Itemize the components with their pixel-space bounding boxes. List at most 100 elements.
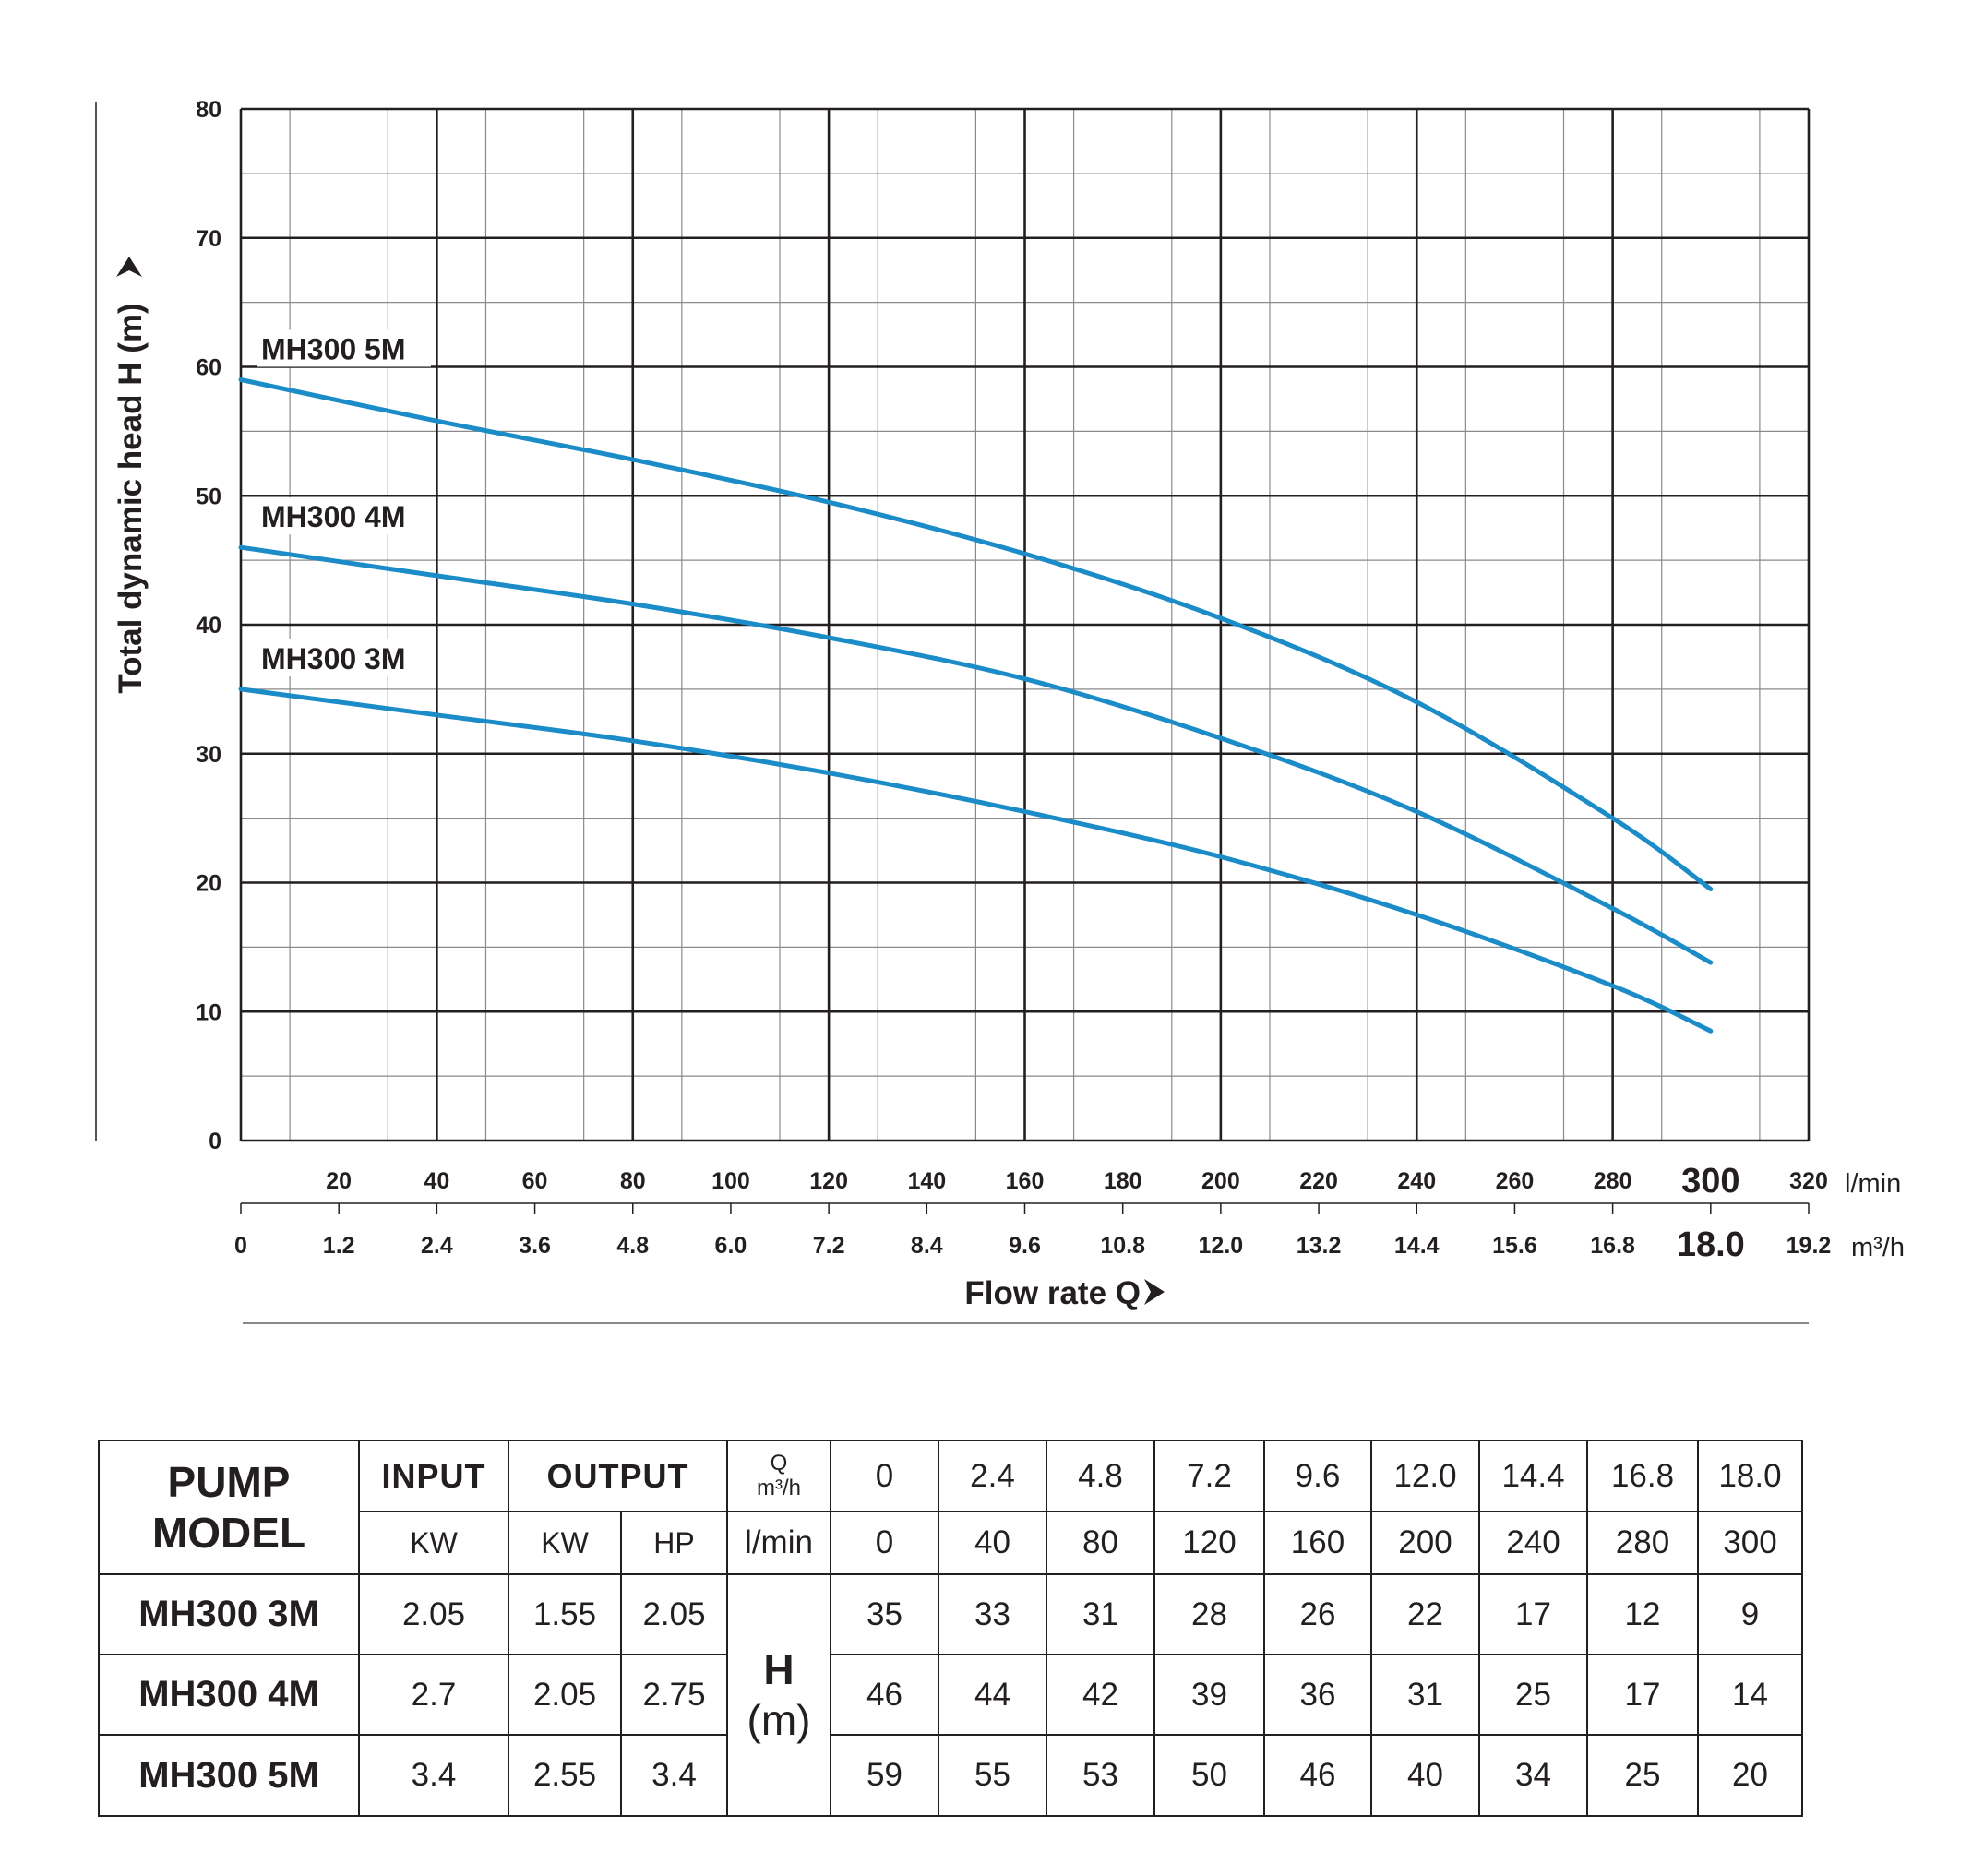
x-tick-label: 280 [1594,1168,1632,1194]
x-tick-label: 9.6 [1009,1233,1041,1259]
x-tick-label: 200 [1201,1168,1240,1194]
series-label: MH300 5M [261,332,406,365]
x-tick-label: 180 [1104,1168,1142,1194]
y-tick-label: 30 [196,742,221,768]
head-cell: 31 [1046,1573,1155,1655]
y-axis-arrow-icon [116,257,142,277]
x-tick-label: 15.6 [1492,1233,1537,1259]
x-tick-label: 0 [234,1233,247,1259]
x-tick-label: 160 [1006,1168,1045,1194]
head-cell: 34 [1478,1734,1588,1817]
head-cell: 50 [1153,1734,1265,1817]
x-tick-label: 6.0 [715,1233,747,1259]
y-tick-label: 80 [196,97,221,123]
x-tick-label: 3.6 [519,1233,551,1259]
curve-labels: MH300 5M MH300 4M MH300 3M [257,329,431,676]
head-cell: 20 [1697,1734,1803,1817]
x-unit-m3h: m³/h [1851,1233,1905,1262]
head-unit-cell: H (m) [726,1573,831,1817]
flow-lmin-cell: 40 [938,1511,1047,1575]
x-tick-label: 100 [711,1168,750,1194]
series-label-bg [257,329,431,367]
flow-m3h-cell: 2.4 [938,1440,1047,1512]
y-tick-label: 0 [209,1129,221,1154]
output-unit-kw: KW [508,1511,622,1575]
head-cell: 31 [1370,1654,1480,1736]
head-cell: 59 [830,1734,939,1817]
table-header-row-2: KW KW HP l/min 0 40 80 120 160 200 240 2… [99,1511,1803,1575]
head-cell: 17 [1478,1573,1588,1655]
flow-m3h-cell: 7.2 [1153,1440,1265,1512]
input-kw-cell: 2.7 [358,1654,509,1736]
head-cell: 39 [1153,1654,1265,1736]
flow-lmin-cell: 240 [1478,1511,1588,1575]
head-cell: 46 [1263,1734,1372,1817]
model-cell: MH300 5M [98,1734,360,1817]
input-header: INPUT [358,1440,509,1512]
head-cell: 12 [1586,1573,1699,1655]
x-tick-label: 14.4 [1394,1233,1440,1259]
x-tick-label: 80 [620,1168,646,1194]
head-cell: 17 [1586,1654,1699,1736]
x-tick-label: 19.2 [1787,1233,1832,1259]
flow-lmin-cell: 200 [1370,1511,1480,1575]
x-tick-label: 1.2 [323,1233,355,1259]
x-tick-labels-m3h: 0 1.2 2.4 3.6 4.8 6.0 7.2 8.4 9.6 10.8 12.0 13.2 14.… [234,1203,1831,1264]
x-tick-label: 220 [1299,1168,1338,1194]
series-label: MH300 4M [261,500,406,533]
output-unit-hp: HP [620,1511,728,1575]
pump-curve-chart: MH300 5M MH300 4M MH300 3M 0 10 20 30 40 50 60 70… [95,97,1905,1324]
x-tick-label: 120 [809,1168,848,1194]
output-kw-cell: 2.05 [508,1654,622,1736]
flow-lmin-cell: 280 [1586,1511,1699,1575]
head-cell: 46 [830,1654,939,1736]
head-cell: 53 [1046,1734,1155,1817]
y-tick-label: 70 [196,226,221,252]
head-cell: 14 [1697,1654,1803,1736]
head-cell: 44 [938,1654,1047,1736]
output-header: OUTPUT [508,1440,728,1512]
output-hp-cell: 2.75 [620,1654,728,1736]
x-tick-label: 300 [1681,1162,1739,1201]
series-line [238,544,1714,965]
head-cell: 36 [1263,1654,1372,1736]
flow-m3h-cell: 12.0 [1370,1440,1480,1512]
y-tick-labels: 0 10 20 30 40 50 60 70 80 [196,97,221,1154]
series-label-bg [257,639,431,676]
x-tick-label: 20 [326,1168,352,1194]
x-tick-label: 4.8 [616,1233,649,1259]
y-axis-title: Total dynamic head H (m) [113,303,149,693]
x-tick-label: 2.4 [421,1233,453,1259]
flow-m3h-cell: 0 [830,1440,939,1512]
flow-lmin-cell: 160 [1263,1511,1372,1575]
curves [238,377,1714,1034]
y-tick-label: 50 [196,484,221,509]
x-tick-label: 10.8 [1100,1233,1145,1259]
head-cell: 25 [1586,1734,1699,1817]
model-cell: MH300 4M [98,1654,360,1736]
flow-lmin-cell: 80 [1046,1511,1155,1575]
output-kw-cell: 2.55 [508,1734,622,1817]
head-cell: 28 [1153,1573,1265,1655]
x-tick-label: 60 [522,1168,548,1194]
input-kw-cell: 2.05 [358,1573,509,1655]
output-hp-cell: 3.4 [620,1734,728,1817]
svg-text:Flow rate Q: Flow rate Q [964,1275,1141,1311]
pump-model-header: PUMP MODEL [98,1440,360,1575]
series-line [238,377,1714,891]
input-unit: KW [358,1511,509,1575]
head-cell: 35 [830,1573,939,1655]
model-cell: MH300 3M [98,1573,360,1655]
x-tick-label: 8.4 [911,1233,943,1259]
output-hp-cell: 2.05 [620,1573,728,1655]
flow-lmin-cell: 0 [830,1511,939,1575]
flow-m3h-cell: 18.0 [1697,1440,1803,1512]
flow-m3h-cell: 14.4 [1478,1440,1588,1512]
x-axis-title: Flow rate Q [964,1275,1165,1311]
x-axis-arrow-icon [1144,1279,1165,1305]
y-tick-label: 20 [196,871,221,897]
x-tick-label: 140 [907,1168,946,1194]
